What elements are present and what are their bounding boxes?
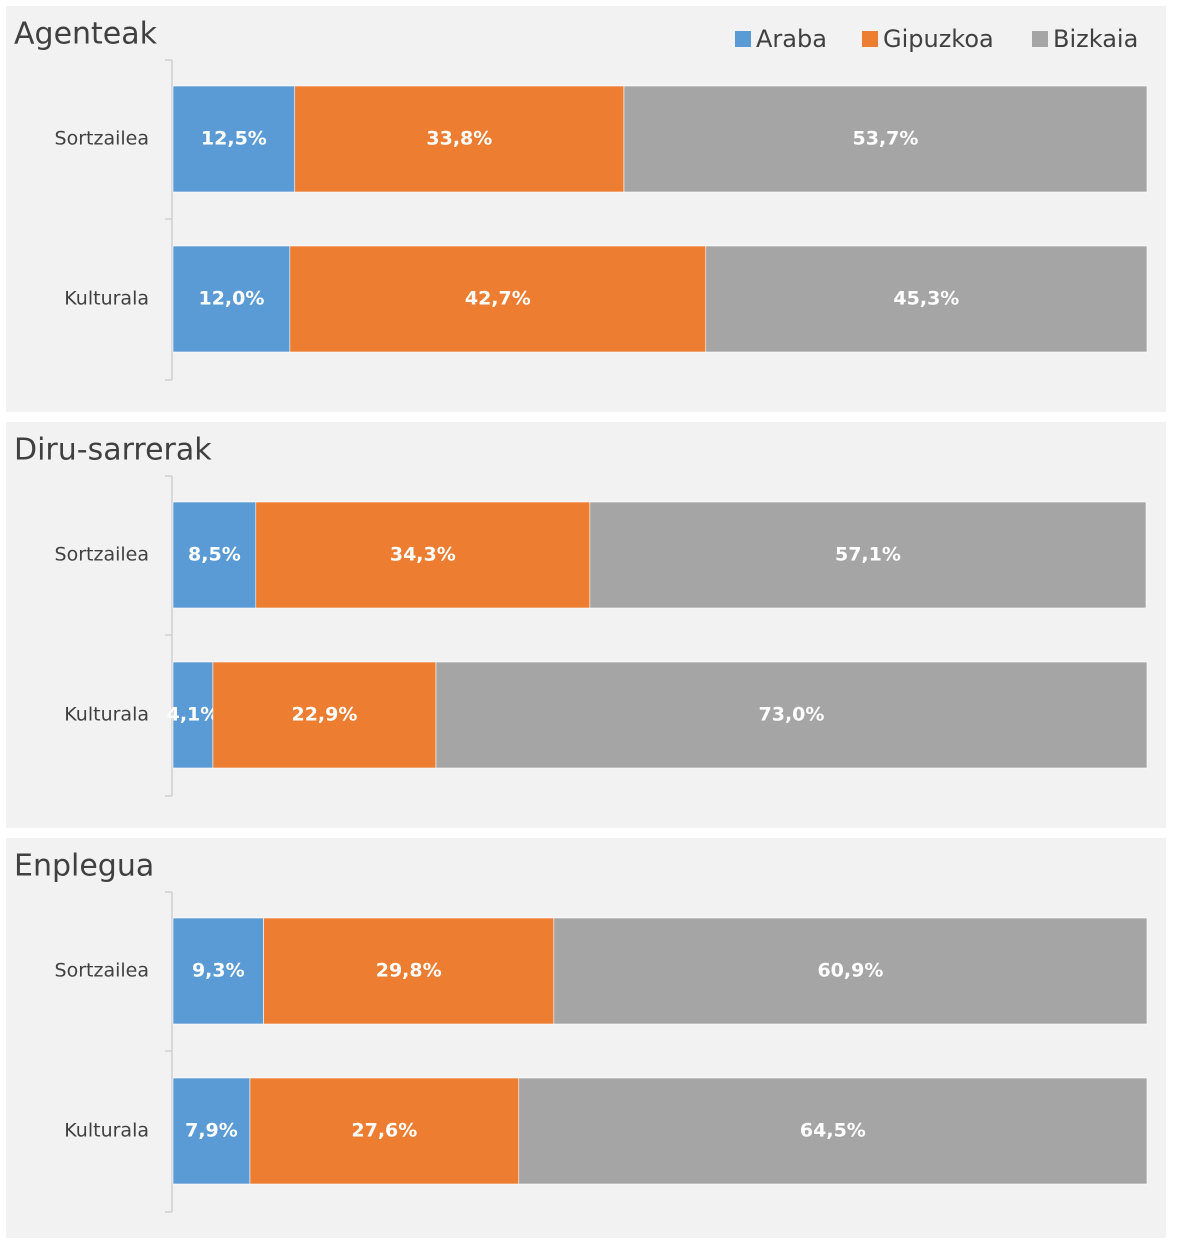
bar-segment bbox=[255, 501, 591, 609]
category-label: Kulturala bbox=[64, 1120, 149, 1142]
value-label: 7,9% bbox=[185, 1120, 238, 1142]
category-label: Kulturala bbox=[64, 704, 149, 726]
value-label: 60,9% bbox=[817, 960, 883, 982]
category-label: Sortzailea bbox=[55, 128, 149, 150]
value-label: 45,3% bbox=[893, 288, 959, 310]
value-label: 4,1% bbox=[167, 704, 220, 726]
bar-segment bbox=[172, 501, 257, 609]
bar-segment bbox=[289, 245, 707, 353]
bar-segment bbox=[172, 917, 264, 1025]
value-label: 57,1% bbox=[835, 544, 901, 566]
bar-segment bbox=[705, 245, 1148, 353]
category-label: Sortzailea bbox=[55, 544, 149, 566]
chart-title: Agenteak bbox=[14, 17, 158, 52]
legend-label: Araba bbox=[756, 25, 827, 53]
legend-label: Bizkaia bbox=[1053, 25, 1138, 53]
bar-segment bbox=[212, 661, 437, 769]
bar-segment bbox=[172, 661, 214, 769]
category-label: Kulturala bbox=[64, 288, 149, 310]
value-label: 73,0% bbox=[759, 704, 825, 726]
value-label: 64,5% bbox=[800, 1120, 866, 1142]
bar-segment bbox=[172, 85, 296, 193]
value-label: 34,3% bbox=[390, 544, 456, 566]
legend-swatch bbox=[735, 31, 751, 47]
bar-segment bbox=[623, 85, 1148, 193]
value-label: 29,8% bbox=[376, 960, 442, 982]
legend-swatch bbox=[862, 31, 878, 47]
value-label: 42,7% bbox=[465, 288, 531, 310]
legend-label: Gipuzkoa bbox=[883, 25, 994, 53]
chart-title: Diru-sarrerak bbox=[14, 433, 212, 468]
chart-title: Enplegua bbox=[14, 849, 154, 884]
bar-segment bbox=[249, 1077, 520, 1185]
bar-segment bbox=[263, 917, 555, 1025]
value-label: 9,3% bbox=[192, 960, 245, 982]
value-label: 33,8% bbox=[426, 128, 492, 150]
bar-segment bbox=[172, 1077, 251, 1185]
value-label: 12,0% bbox=[198, 288, 264, 310]
value-label: 8,5% bbox=[188, 544, 241, 566]
bar-segment bbox=[553, 917, 1148, 1025]
value-label: 22,9% bbox=[291, 704, 357, 726]
bar-segment bbox=[518, 1077, 1148, 1185]
value-label: 12,5% bbox=[201, 128, 267, 150]
bar-segment bbox=[589, 501, 1147, 609]
bar-segment bbox=[294, 85, 625, 193]
bar-segment bbox=[172, 245, 291, 353]
value-label: 27,6% bbox=[351, 1120, 417, 1142]
bar-segment bbox=[435, 661, 1148, 769]
category-label: Sortzailea bbox=[55, 960, 149, 982]
legend-swatch bbox=[1032, 31, 1048, 47]
value-label: 53,7% bbox=[853, 128, 919, 150]
